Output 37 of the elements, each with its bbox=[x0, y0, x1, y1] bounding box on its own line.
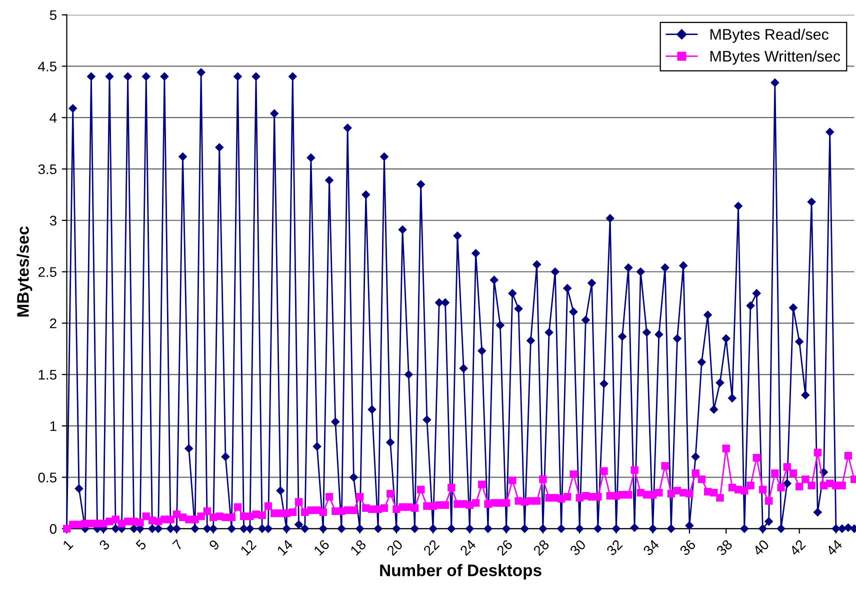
x-tick-label: 20 bbox=[386, 539, 404, 556]
legend-label: MBytes Read/sec bbox=[710, 28, 829, 43]
x-tick-label: 5 bbox=[135, 539, 147, 551]
x-axis-title: Number of Desktops bbox=[380, 564, 542, 580]
x-tick-label: 26 bbox=[496, 539, 514, 556]
x-tick-label: 16 bbox=[313, 539, 330, 556]
x-tick-label: 34 bbox=[642, 538, 660, 556]
y-tick-label: 0.5 bbox=[38, 472, 56, 482]
y-tick-label: 1 bbox=[50, 421, 56, 431]
x-tick-label: 28 bbox=[532, 539, 550, 556]
x-tick-label: 30 bbox=[569, 539, 586, 556]
legend-label: MBytes Written/sec bbox=[710, 50, 840, 65]
x-tick-label: 44 bbox=[826, 539, 843, 556]
y-tick-label: 4 bbox=[50, 113, 57, 123]
x-tick-label: 12 bbox=[240, 539, 257, 556]
y-tick-label: 1.5 bbox=[38, 370, 56, 380]
x-tick-label: 36 bbox=[679, 539, 696, 556]
x-tick-label: 18 bbox=[350, 539, 367, 556]
y-tick-label: 2.5 bbox=[38, 267, 56, 277]
x-tick-label: 40 bbox=[752, 539, 770, 556]
x-tick-label: 42 bbox=[788, 539, 806, 556]
y-axis-title: MBytes/sec bbox=[16, 226, 32, 316]
x-tick-label: 38 bbox=[716, 539, 733, 556]
x-tick-label: 7 bbox=[172, 539, 184, 550]
y-tick-label: 0 bbox=[50, 524, 57, 534]
x-tick-label: 24 bbox=[460, 538, 477, 556]
x-tick-label: 22 bbox=[422, 539, 440, 556]
y-tick-label: 3.5 bbox=[38, 164, 56, 174]
y-tick-label: 4.5 bbox=[38, 62, 56, 72]
x-tick-label: 1 bbox=[62, 539, 74, 550]
x-tick-label: 9 bbox=[208, 539, 220, 551]
x-tick-label: 14 bbox=[276, 539, 294, 556]
x-tick-label: 32 bbox=[606, 539, 623, 556]
y-tick-label: 3 bbox=[50, 216, 56, 226]
x-tick-label: 3 bbox=[98, 539, 110, 551]
y-tick-label: 5 bbox=[50, 10, 56, 20]
y-tick-label: 2 bbox=[50, 318, 56, 328]
